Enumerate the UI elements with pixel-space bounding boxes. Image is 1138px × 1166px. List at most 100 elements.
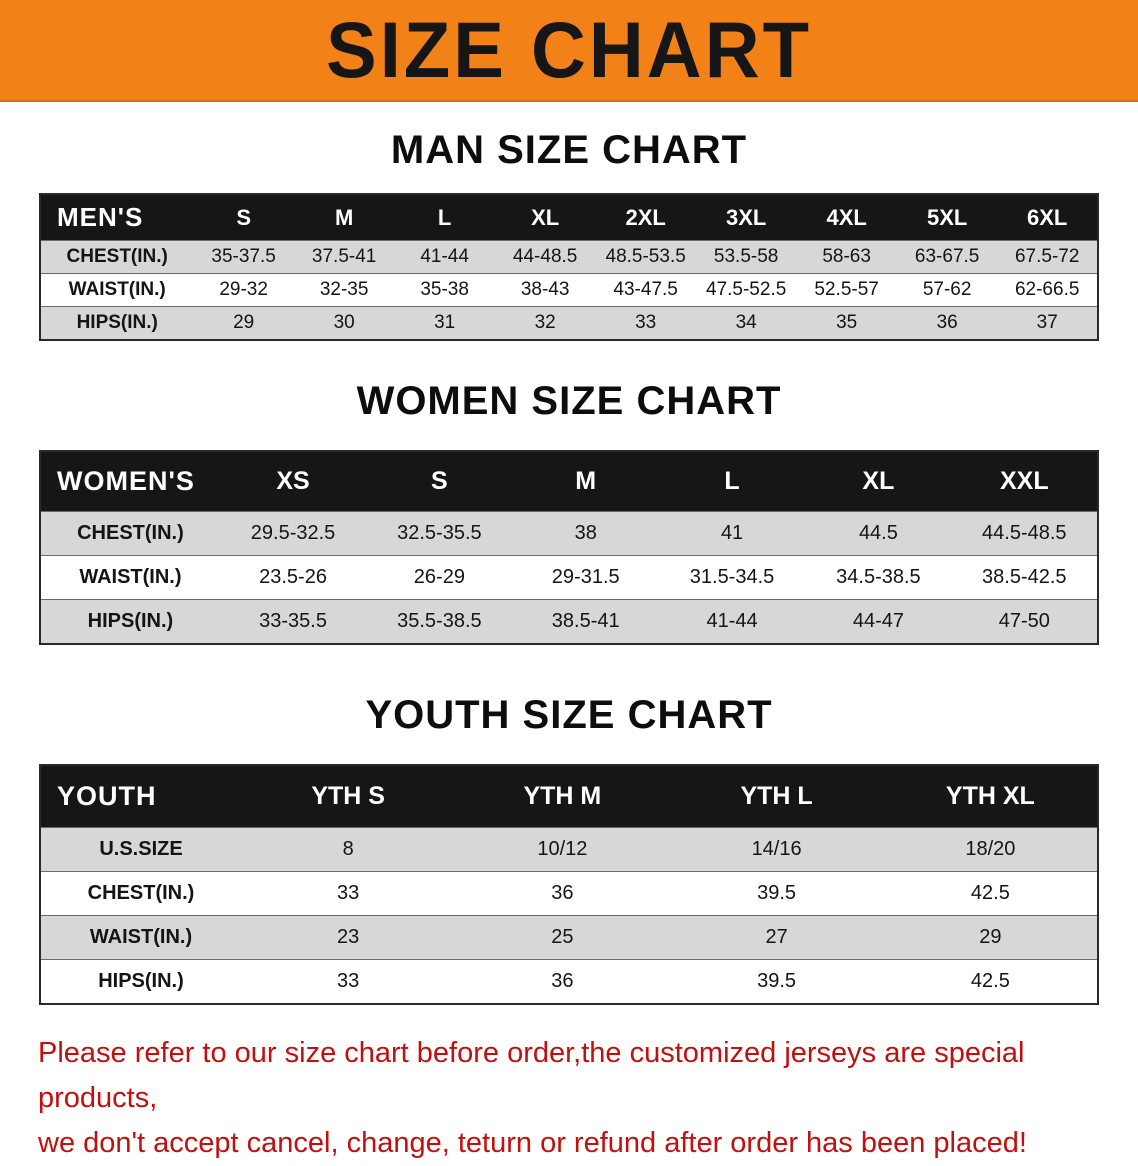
size-value-cell: 42.5 [883,871,1098,916]
row-label: CHEST(IN.) [40,511,220,556]
size-value-cell: 29.5-32.5 [219,511,367,556]
row-label: U.S.SIZE [40,827,242,872]
size-value-cell: 41 [658,511,806,556]
women-size-table: WOMEN'S XS S M L XL XXL CHEST(IN.) 29.5-32.5 32.5… [39,450,1099,645]
size-value-cell: 31 [394,306,495,340]
column-header: XL [531,204,560,230]
column-header: S [431,467,448,495]
men-size-table: MEN'S S M L XL 2XL 3XL 4XL 5XL 6XL CHEST(IN.) 35-37… [39,193,1099,341]
column-header: YTH XL [945,782,1035,810]
size-value-cell: 29 [883,915,1098,960]
table-row: HIPS(IN.) 33 36 39.5 42.5 [40,959,1098,1004]
size-value-cell: 44.5-48.5 [951,511,1098,556]
column-header: XS [276,467,310,495]
size-value-cell: 10/12 [455,827,670,872]
row-label: WAIST(IN.) [40,915,242,960]
row-label: CHEST(IN.) [40,240,194,274]
size-value-cell: 34.5-38.5 [805,555,952,600]
size-value-cell: 47.5-52.5 [695,273,797,307]
size-value-cell: 47-50 [951,599,1098,644]
column-header: L [724,467,740,495]
size-value-cell: 44.5 [805,511,952,556]
youth-size-table: YOUTH YTH S YTH M YTH L YTH XL U.S.SIZE 8 10/12… [39,764,1099,1005]
column-header: L [437,204,452,230]
size-value-cell: 39.5 [669,959,884,1004]
table-row: CHEST(IN.) 33 36 39.5 42.5 [40,871,1098,916]
size-value-cell: 42.5 [883,959,1098,1004]
size-value-cell: 35-37.5 [193,240,294,274]
column-header: XL [862,467,895,495]
column-header: M [575,467,597,495]
row-label: HIPS(IN.) [40,599,220,644]
size-value-cell: 31.5-34.5 [658,555,806,600]
row-label: HIPS(IN.) [40,306,194,340]
size-value-cell: 14/16 [669,827,884,872]
column-header: YTH M [523,782,602,810]
size-value-cell: 34 [695,306,797,340]
size-value-cell: 53.5-58 [695,240,797,274]
size-value-cell: 38 [512,511,659,556]
size-value-cell: 62-66.5 [997,273,1098,307]
size-value-cell: 27 [669,915,884,960]
men-section: MAN SIZE CHART MEN'S S M L XL 2XL 3XL 4XL 5XL 6XL… [0,128,1138,341]
size-value-cell: 25 [455,915,670,960]
size-value-cell: 58-63 [796,240,897,274]
size-value-cell: 33 [241,871,456,916]
size-value-cell: 38-43 [494,273,596,307]
women-section-heading: WOMEN SIZE CHART [356,379,782,423]
size-value-cell: 32-35 [293,273,395,307]
table-row: WAIST(IN.) 23.5-26 26-29 29-31.5 31.5-34.5 34… [40,555,1098,600]
size-value-cell: 30 [293,306,395,340]
table-header-row: YOUTH YTH S YTH M YTH L YTH XL [40,765,1098,828]
size-value-cell: 32.5-35.5 [366,511,513,556]
size-value-cell: 43-47.5 [595,273,696,307]
row-label: CHEST(IN.) [40,871,242,916]
size-value-cell: 41-44 [394,240,495,274]
size-value-cell: 29 [193,306,294,340]
size-value-cell: 35 [796,306,897,340]
footer-line-1: Please refer to our size chart before or… [38,1037,1025,1114]
table-label: MEN'S [57,202,144,232]
column-header: 6XL [1027,204,1068,230]
size-value-cell: 36 [455,959,670,1004]
table-label: WOMEN'S [57,466,195,496]
youth-section-heading: YOUTH SIZE CHART [365,693,773,737]
size-value-cell: 18/20 [883,827,1098,872]
size-value-cell: 33-35.5 [219,599,367,644]
table-row: WAIST(IN.) 23 25 27 29 [40,915,1098,960]
table-row: WAIST(IN.) 29-32 32-35 35-38 38-43 43-47.5 47.… [40,273,1098,307]
table-row: CHEST(IN.) 35-37.5 37.5-41 41-44 44-48.5 48.5… [40,240,1098,274]
size-value-cell: 41-44 [658,599,806,644]
youth-section: YOUTH SIZE CHART YOUTH YTH S YTH M YTH L YTH… [0,693,1138,1005]
column-header: 2XL [625,204,666,230]
table-row: U.S.SIZE 8 10/12 14/16 18/20 [40,827,1098,872]
column-header: YTH L [740,782,813,810]
row-label: WAIST(IN.) [40,273,194,307]
column-header: 4XL [826,204,867,230]
size-value-cell: 23 [241,915,456,960]
size-value-cell: 57-62 [896,273,998,307]
table-row: HIPS(IN.) 33-35.5 35.5-38.5 38.5-41 41-44 44-… [40,599,1098,644]
column-header: YTH S [311,782,385,810]
size-value-cell: 32 [494,306,596,340]
column-header: XXL [999,467,1049,495]
footer-line-2: we don't accept cancel, change, teturn o… [38,1126,1027,1159]
size-value-cell: 29-31.5 [512,555,659,600]
column-header: S [236,204,251,230]
size-value-cell: 36 [455,871,670,916]
size-value-cell: 37 [997,306,1098,340]
size-value-cell: 8 [241,827,456,872]
size-value-cell: 29-32 [193,273,294,307]
banner: SIZE CHART [0,0,1138,102]
size-value-cell: 38.5-41 [512,599,659,644]
size-value-cell: 26-29 [366,555,513,600]
column-header: 5XL [926,204,968,230]
men-section-heading: MAN SIZE CHART [390,128,748,172]
size-value-cell: 67.5-72 [997,240,1098,274]
size-value-cell: 48.5-53.5 [595,240,696,274]
banner-title: SIZE CHART [326,5,812,95]
size-value-cell: 35.5-38.5 [366,599,513,644]
size-value-cell: 44-48.5 [494,240,596,274]
size-value-cell: 44-47 [805,599,952,644]
